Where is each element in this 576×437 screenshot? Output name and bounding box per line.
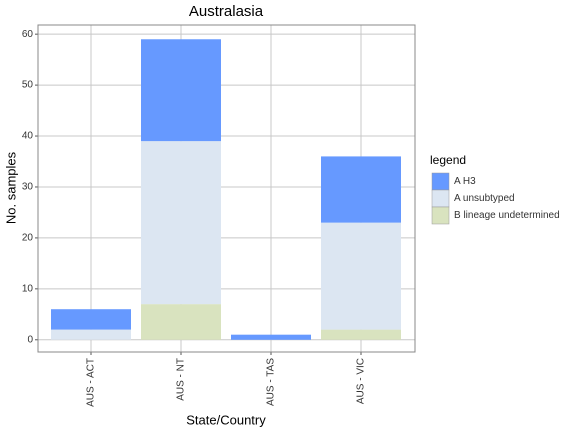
x-tick-label: AUS - NT <box>176 358 187 401</box>
legend-title: legend <box>430 153 466 167</box>
y-tick-label: 10 <box>22 283 34 294</box>
plot-border <box>37 24 416 353</box>
y-tick-label: 50 <box>22 80 34 91</box>
y-tick-label: 30 <box>22 182 34 193</box>
x-tick-label: AUS - TAS <box>266 358 277 406</box>
bar-segment <box>231 334 311 340</box>
y-tick-label: 60 <box>22 29 34 40</box>
bar-segment <box>141 304 221 340</box>
bar-segment <box>321 222 401 330</box>
bar-segment <box>141 141 221 305</box>
legend-swatch <box>431 189 450 208</box>
y-tick-label: 20 <box>22 233 34 244</box>
legend-label: A H3 <box>454 176 476 187</box>
legend-label: A unsubtyped <box>454 193 515 204</box>
bar-segment <box>51 309 131 330</box>
legend-swatch <box>431 206 450 225</box>
bar-segment <box>321 329 401 340</box>
legend-swatch <box>431 172 450 191</box>
bar-segment <box>141 39 221 142</box>
legend-label: B lineage undetermined <box>454 210 560 221</box>
x-tick-label: AUS - VIC <box>356 358 367 404</box>
y-axis-title: No. samples <box>3 151 18 224</box>
chart-title: Australasia <box>189 3 264 20</box>
x-axis-title: State/Country <box>186 412 266 427</box>
y-tick-label: 0 <box>27 334 33 345</box>
y-tick-label: 40 <box>22 131 34 142</box>
x-tick-label: AUS - ACT <box>86 358 97 407</box>
bar-segment <box>321 156 401 223</box>
bar-segment <box>51 329 131 340</box>
